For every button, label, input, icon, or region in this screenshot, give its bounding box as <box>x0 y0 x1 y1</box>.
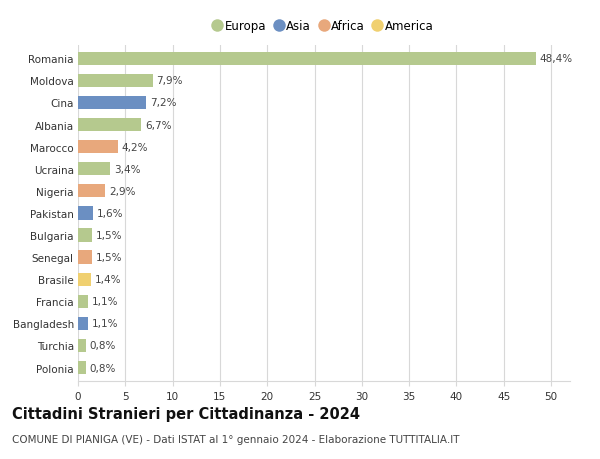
Text: 4,2%: 4,2% <box>122 142 148 152</box>
Legend: Europa, Asia, Africa, America: Europa, Asia, Africa, America <box>214 20 434 34</box>
Text: 48,4%: 48,4% <box>540 54 573 64</box>
Bar <box>78 361 86 375</box>
Bar <box>78 74 153 88</box>
Bar <box>78 141 118 154</box>
Bar <box>78 229 92 242</box>
Text: 1,6%: 1,6% <box>97 208 124 218</box>
Text: 1,1%: 1,1% <box>92 297 119 307</box>
Bar <box>78 207 93 220</box>
Text: 0,8%: 0,8% <box>89 363 116 373</box>
Text: 2,9%: 2,9% <box>109 186 136 196</box>
Text: 6,7%: 6,7% <box>145 120 172 130</box>
Text: 1,5%: 1,5% <box>96 230 122 241</box>
Text: 0,8%: 0,8% <box>89 341 116 351</box>
Bar <box>78 317 88 330</box>
Text: COMUNE DI PIANIGA (VE) - Dati ISTAT al 1° gennaio 2024 - Elaborazione TUTTITALIA: COMUNE DI PIANIGA (VE) - Dati ISTAT al 1… <box>12 434 460 444</box>
Bar <box>78 185 106 198</box>
Bar <box>78 251 92 264</box>
Bar <box>78 52 536 66</box>
Bar <box>78 273 91 286</box>
Text: Cittadini Stranieri per Cittadinanza - 2024: Cittadini Stranieri per Cittadinanza - 2… <box>12 406 360 421</box>
Bar <box>78 295 88 308</box>
Text: 3,4%: 3,4% <box>114 164 140 174</box>
Bar <box>78 96 146 110</box>
Text: 1,1%: 1,1% <box>92 319 119 329</box>
Bar <box>78 339 86 353</box>
Text: 1,4%: 1,4% <box>95 274 122 285</box>
Text: 7,9%: 7,9% <box>157 76 183 86</box>
Bar <box>78 163 110 176</box>
Text: 1,5%: 1,5% <box>96 252 122 263</box>
Text: 7,2%: 7,2% <box>150 98 176 108</box>
Bar <box>78 118 142 132</box>
